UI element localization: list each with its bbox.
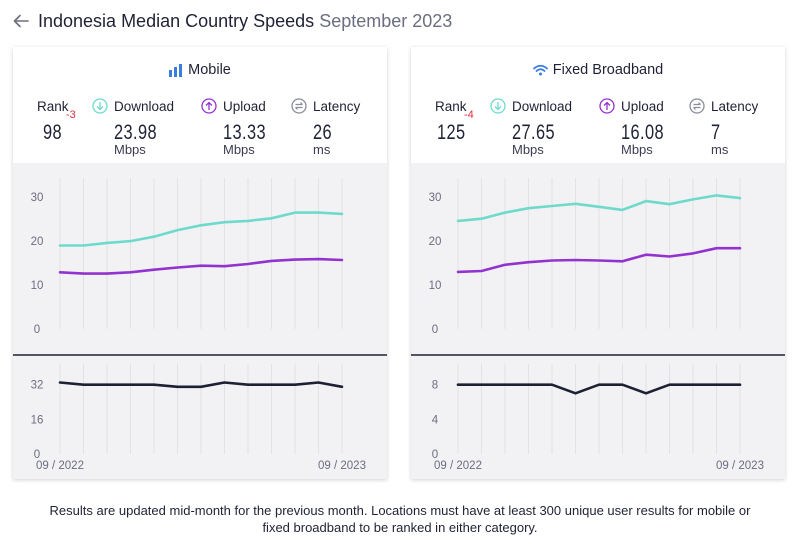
latency-value: 7	[711, 121, 721, 144]
download-value: 27.65	[512, 121, 555, 144]
speed-y-tick-label: 10	[429, 280, 442, 292]
speed-y-tick-label: 20	[31, 236, 44, 248]
page-title: Indonesia Median Country Speeds	[38, 10, 315, 31]
upload-value: 13.33	[223, 121, 266, 144]
wifi-icon	[532, 64, 548, 76]
download-metric: Download 27.65 Mbps	[490, 97, 572, 157]
upload-value: 16.08	[621, 121, 664, 144]
footnote: Results are updated mid-month for the pr…	[0, 502, 800, 536]
latency-y-tick-label: 4	[432, 414, 439, 426]
rank-value: 125	[437, 121, 466, 144]
rank-value: 98	[43, 121, 63, 144]
latency-metric: Latency 26 ms	[291, 97, 360, 157]
fixed-summary: Fixed Broadband Rank 125 -4 Download 27.…	[411, 47, 785, 163]
speed-y-tick-label: 0	[432, 324, 438, 336]
speed-y-tick-label: 30	[429, 192, 442, 204]
rank-metric: Rank 98 -3	[37, 97, 76, 145]
upload-series-line	[456, 246, 742, 274]
latency-y-tick-label: 32	[31, 380, 44, 392]
page-header: Indonesia Median Country Speeds Septembe…	[12, 9, 452, 33]
panel-title: Mobile	[13, 62, 387, 78]
upload-metric: Upload 16.08 Mbps	[599, 97, 676, 157]
x-tick-label-end: 09 / 2023	[318, 460, 366, 472]
download-label: Download	[512, 98, 573, 114]
download-value: 23.98	[114, 121, 157, 144]
panel-title-text: Fixed Broadband	[552, 62, 664, 78]
upload-series-line	[58, 257, 344, 275]
fixed-broadband-chart: 0 10 20 30 0 4 8 09 / 2022 09 / 2023	[411, 178, 785, 472]
latency-y-tick-label: 8	[432, 380, 438, 392]
latency-label: Latency	[711, 98, 759, 114]
latency-series-line	[58, 381, 344, 389]
fixed-broadband-panel: Fixed Broadband Rank 125 -4 Download 27.…	[411, 47, 785, 479]
rank-label: Rank	[435, 98, 467, 114]
latency-y-tick-label: 16	[31, 414, 44, 426]
download-icon	[490, 98, 506, 114]
speed-y-tick-label: 30	[31, 192, 44, 204]
x-tick-label-end: 09 / 2023	[716, 460, 764, 472]
latency-label: Latency	[313, 98, 361, 114]
upload-icon	[201, 98, 217, 114]
rank-change: -3	[66, 109, 76, 121]
upload-unit: Mbps	[621, 142, 653, 157]
page-date: September 2023	[319, 10, 453, 31]
panel-title-text: Mobile	[188, 62, 231, 78]
download-unit: Mbps	[114, 142, 146, 157]
latency-value: 26	[313, 121, 333, 144]
panel-title: Fixed Broadband	[411, 62, 785, 78]
download-icon	[92, 98, 108, 114]
latency-icon	[291, 98, 307, 114]
latency-metric: Latency 7 ms	[689, 97, 758, 157]
download-series-line	[58, 211, 344, 247]
mobile-chart: 0 10 20 30 0 16 32 09 / 2022 09 / 2023	[13, 178, 387, 472]
upload-label: Upload	[621, 98, 664, 114]
upload-metric: Upload 13.33 Mbps	[201, 97, 278, 157]
download-unit: Mbps	[512, 142, 544, 157]
download-label: Download	[114, 98, 175, 114]
upload-label: Upload	[223, 98, 266, 114]
latency-series-line	[456, 383, 742, 395]
upload-icon	[599, 98, 615, 114]
latency-y-tick-label: 0	[432, 449, 438, 461]
footnote-line-2: fixed broadband to be ranked in either c…	[262, 520, 538, 535]
rank-metric: Rank 125 -4	[435, 97, 474, 145]
upload-unit: Mbps	[223, 142, 255, 157]
mobile-summary: Mobile Rank 98 -3 Download 23.98 Mbps	[13, 47, 387, 163]
back-arrow-icon[interactable]	[12, 12, 30, 30]
latency-unit: ms	[313, 142, 331, 157]
latency-icon	[689, 98, 705, 114]
x-tick-label-start: 09 / 2022	[434, 460, 482, 472]
x-tick-label-start: 09 / 2022	[36, 460, 84, 472]
mobile-panel: Mobile Rank 98 -3 Download 23.98 Mbps	[13, 47, 387, 479]
download-metric: Download 23.98 Mbps	[92, 97, 174, 157]
download-series-line	[456, 194, 742, 223]
speed-y-tick-label: 20	[429, 236, 442, 248]
latency-y-tick-label: 0	[34, 449, 40, 461]
footnote-line-1: Results are updated mid-month for the pr…	[49, 503, 751, 518]
speed-y-tick-label: 10	[31, 280, 44, 292]
rank-label: Rank	[37, 98, 69, 114]
rank-change: -4	[464, 109, 474, 121]
speed-y-tick-label: 0	[34, 324, 40, 336]
latency-unit: ms	[711, 142, 729, 157]
signal-bars-icon	[169, 63, 183, 77]
